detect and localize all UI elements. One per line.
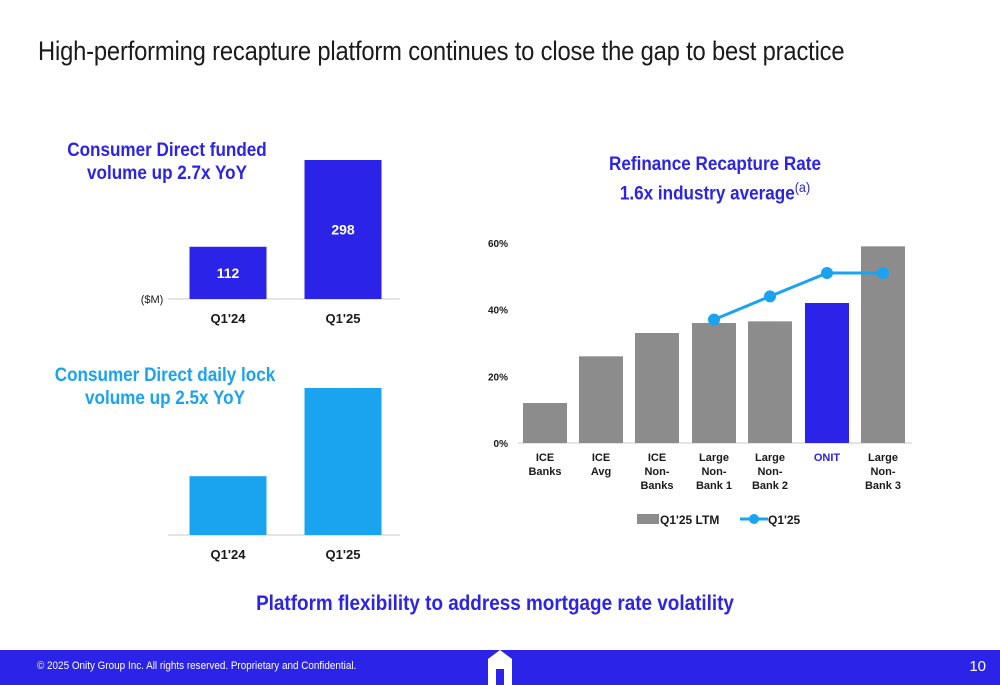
onity-logo-icon [488,650,512,685]
recap-x-tick-line: Bank 1 [696,480,732,492]
recap-y-tick-3: 60% [488,239,508,250]
recap-x-tick-line: Banks [640,480,673,492]
recapture-chart-heading: Refinance Recapture Rate 1.6x industry a… [589,153,841,205]
lock-heading-line1: Consumer Direct daily lock [54,365,276,386]
recap-x-tick-0: ICE Banks [528,452,561,478]
legend-label-ltm: Q1'25 LTM [660,513,719,527]
recap-x-tick-6: Large Non- Bank 3 [865,452,901,492]
recap-line-point-3 [877,267,889,279]
tagline: Platform flexibility to address mortgage… [256,592,734,615]
recap-x-tick-line: Large [755,452,785,464]
recap-x-tick-3: Large Non- Bank 1 [696,452,732,492]
recap-x-tick-5: ONIT [814,452,841,464]
lock-x-tick-0: Q1'24 [211,547,247,562]
recap-bar-1 [579,356,623,443]
recap-bar-5 [805,303,849,443]
funded-heading-line2: volume up 2.7x YoY [87,163,247,184]
recap-x-tick-4: Large Non- Bank 2 [752,452,788,492]
recap-y-tick-1: 20% [488,372,508,383]
recap-x-tick-2: ICE Non- Banks [640,452,673,492]
recap-bar-4 [748,321,792,443]
recap-line-point-1 [764,290,776,303]
recap-x-tick-line: Avg [591,466,611,478]
funded-bar-1 [304,160,382,299]
lock-bar-1 [304,388,382,535]
funded-heading-line1: Consumer Direct funded [67,140,267,161]
lock-x-tick-1: Q1'25 [326,547,361,562]
recap-x-tick-line: Non- [757,466,782,478]
legend-label-q1: Q1'25 [768,513,801,527]
recap-x-tick-line: ICE [648,452,666,464]
recap-x-tick-line: Bank 3 [865,480,901,492]
recap-line-series [713,271,883,322]
recap-x-tick-line: Non- [701,466,726,478]
funded-x-tick-0: Q1'24 [211,311,247,326]
legend-swatch-ltm [637,514,659,524]
funded-data-label-0: 112 [217,265,240,281]
recap-x-tick-line: Banks [528,466,561,478]
recap-x-tick-line: Large [868,452,898,464]
recap-x-tick-line: ICE [592,452,610,464]
recap-x-tick-line: Non- [644,466,669,478]
recap-bar-3 [692,323,736,443]
recapture-heading-line1: Refinance Recapture Rate [609,154,821,175]
recapture-heading-line2: 1.6x industry average [619,183,795,205]
lock-bar-0 [189,476,267,535]
recap-x-tick-line: Bank 2 [752,480,788,492]
recap-x-tick-1: ICE Avg [591,452,611,478]
recap-x-tick-line: ICE [536,452,554,464]
recap-x-tick-line: Large [699,452,729,464]
funded-data-label-1: 298 [331,222,355,238]
legend-swatch-dot [749,514,759,524]
lock-chart-heading: Consumer Direct daily lock volume up 2.5… [53,364,278,410]
recap-line-point-0 [708,313,720,326]
footnote-marker: (a) [794,179,811,195]
funded-bar-0 [189,246,267,299]
recap-bar-6 [861,246,905,443]
footer-copyright: © 2025 Onity Group Inc. All rights reser… [37,660,357,672]
funded-chart-heading: Consumer Direct funded volume up 2.7x Yo… [64,139,271,185]
recap-bar-0 [523,403,567,443]
recap-line-point-2 [821,267,833,279]
lock-heading-line2: volume up 2.5x YoY [85,388,245,409]
recap-x-tick-line: Non- [870,466,895,478]
recap-y-tick-2: 40% [488,306,508,317]
recap-x-tick-line: ONIT [814,452,841,464]
page-number: 10 [969,658,986,675]
recap-y-tick-0: 0% [494,439,509,450]
funded-x-tick-1: Q1'25 [326,311,361,326]
recap-bar-2 [635,333,679,443]
recapture-heading-line2-wrap: 1.6x industry average(a) [589,176,841,205]
page-title: High-performing recapture platform conti… [38,36,845,66]
funded-unit-label: ($M) [141,294,164,306]
